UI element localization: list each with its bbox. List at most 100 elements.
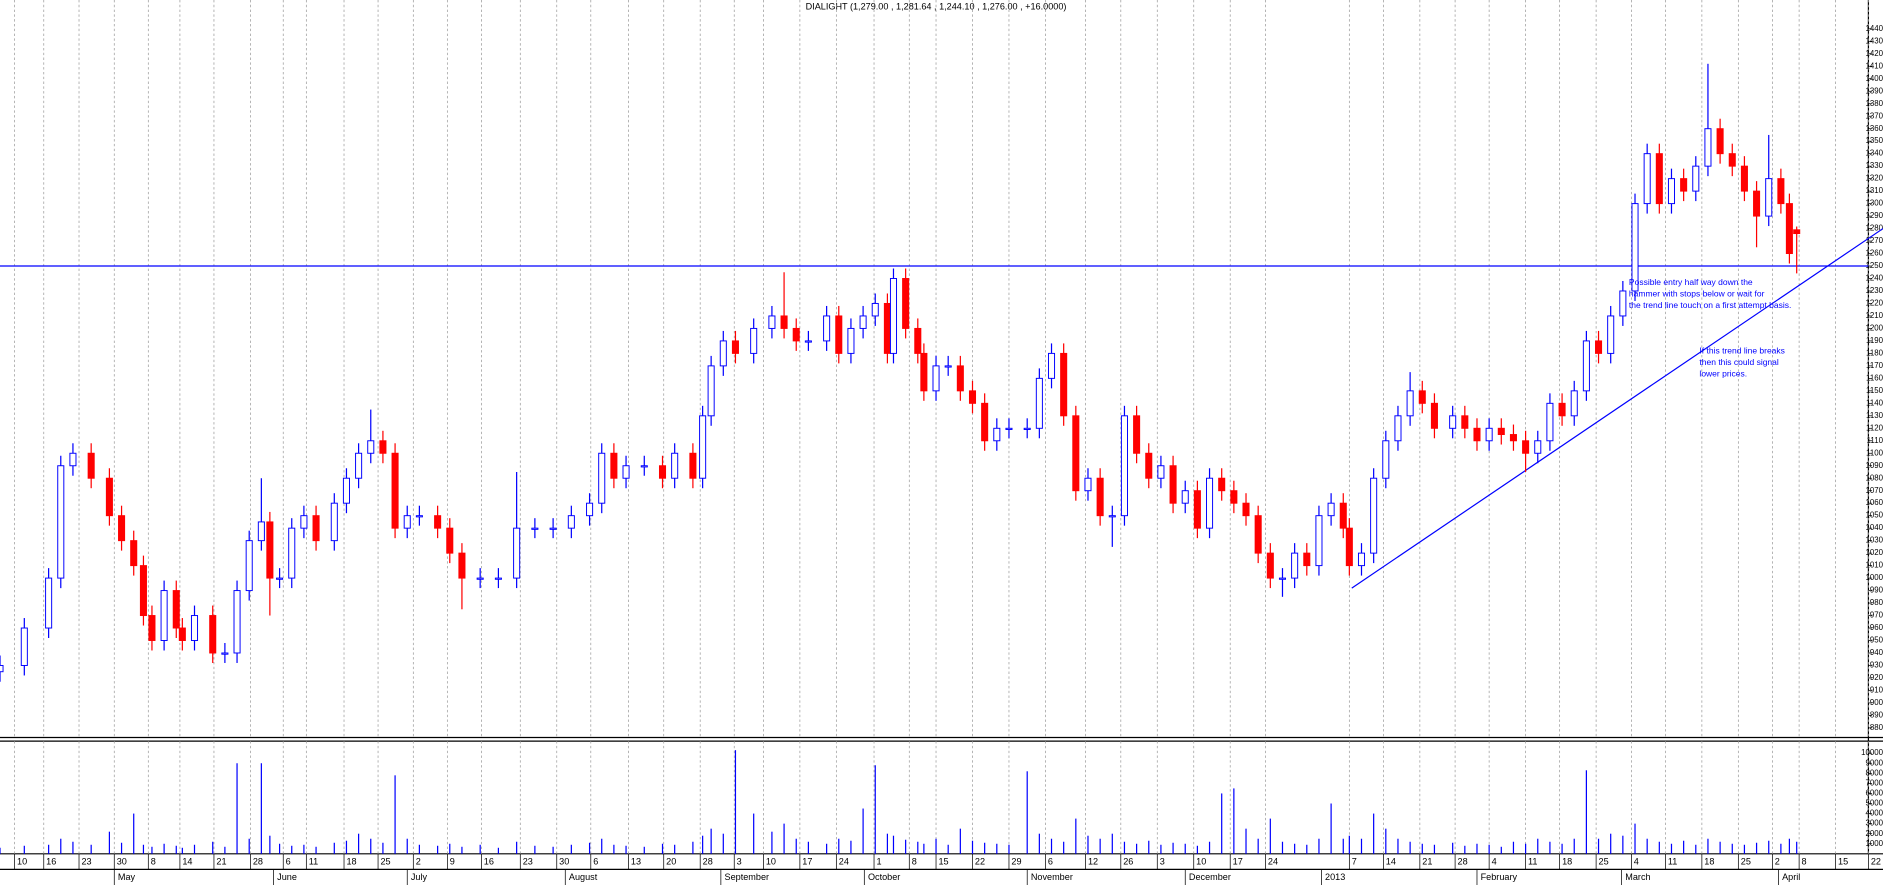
volume-tick-label: 9000 (1865, 758, 1883, 767)
x-tick-label: 4 (1634, 857, 1639, 867)
x-tick-label: 11 (1668, 857, 1677, 867)
y-tick-label: 1030 (1865, 536, 1883, 545)
candle-body (586, 502, 594, 517)
candle-body (458, 552, 466, 579)
y-tick-label: 1420 (1865, 49, 1883, 58)
y-tick-label: 1060 (1865, 498, 1883, 507)
candle-body (883, 302, 891, 354)
x-tick-label: 24 (1268, 857, 1278, 867)
month-label: August (569, 872, 598, 882)
volume-tick-label: 2000 (1865, 829, 1883, 838)
x-tick-label: 30 (559, 857, 569, 867)
candle-body (139, 565, 147, 617)
candle-body (1072, 415, 1080, 492)
candle-body (1631, 203, 1639, 292)
y-tick-label: 1390 (1865, 86, 1883, 95)
y-tick-label: 1080 (1865, 473, 1883, 482)
candle-body (567, 515, 575, 529)
candle-body (1777, 178, 1785, 205)
x-tick-label: 15 (938, 857, 948, 867)
candle-body (622, 465, 630, 479)
x-tick-label: 6 (593, 857, 598, 867)
y-tick-label: 1240 (1865, 274, 1883, 283)
candle-body (1047, 352, 1056, 379)
candle-body (233, 590, 241, 654)
volume-tick-label: 1000 (1865, 839, 1883, 848)
y-tick-label: 1310 (1865, 186, 1883, 195)
candle-body (312, 515, 320, 542)
y-tick-label: 1020 (1865, 548, 1883, 557)
candle-body (446, 527, 454, 554)
candle-body (598, 452, 606, 504)
x-tick-label: 14 (1386, 857, 1396, 867)
candle-body (513, 527, 521, 579)
candle-body (209, 615, 217, 654)
y-tick-label: 1050 (1865, 511, 1883, 520)
y-tick-label: 980 (1870, 598, 1883, 607)
candle-body (257, 521, 265, 542)
x-tick-label: 22 (1871, 857, 1881, 867)
candle-body (190, 615, 199, 641)
y-tick-label: 920 (1870, 673, 1883, 682)
candle-body (245, 540, 253, 592)
candle-body (172, 590, 180, 629)
x-tick-label: 2 (1775, 857, 1780, 867)
y-tick-label: 1340 (1865, 149, 1883, 158)
candle-body (531, 527, 539, 530)
candle-body (130, 540, 138, 567)
candle-body (993, 427, 1001, 442)
candle-body (69, 452, 77, 467)
candle-body (342, 477, 350, 504)
candle-body (956, 365, 964, 392)
candle-body (415, 515, 423, 518)
x-tick-label: 21 (1422, 857, 1432, 867)
y-tick-label: 1160 (1866, 373, 1883, 382)
candle-body (847, 327, 855, 354)
candle-body (391, 452, 399, 529)
candle-body (178, 627, 186, 641)
y-tick-label: 970 (1870, 611, 1883, 620)
annotation: If this trend line breaks (1699, 346, 1784, 356)
candle-body (902, 278, 910, 329)
y-tick-label: 1250 (1865, 261, 1883, 270)
candle-body (1461, 415, 1469, 429)
y-tick-label: 1100 (1866, 448, 1883, 457)
y-tick-label: 1120 (1866, 423, 1883, 432)
x-tick-label: 2 (416, 857, 421, 867)
candle-body (823, 315, 831, 342)
month-label: July (411, 872, 428, 882)
y-tick-label: 960 (1870, 623, 1883, 632)
candle-body (1534, 440, 1542, 454)
annotation: the trend line touch on a first attempt … (1629, 300, 1791, 310)
x-tick-label: 25 (1599, 857, 1609, 867)
candle-body (1716, 128, 1724, 155)
x-tick-label: 22 (975, 857, 985, 867)
y-tick-label: 890 (1870, 711, 1883, 720)
volume-tick-label: 10000 (1861, 748, 1883, 757)
candle-body (889, 278, 898, 354)
candle-body (1595, 340, 1603, 354)
candle-body (1546, 402, 1554, 442)
x-tick-label: 23 (523, 857, 533, 867)
month-label: October (868, 872, 900, 882)
candle-body (1345, 527, 1353, 567)
candle-body (1473, 427, 1481, 442)
candle-body (944, 365, 952, 368)
candle-body (707, 365, 715, 417)
y-tick-label: 1440 (1865, 24, 1883, 33)
candle-body (1418, 390, 1426, 404)
x-tick-label: 28 (1458, 857, 1468, 867)
candle-body (1315, 515, 1323, 567)
y-tick-label: 1200 (1865, 324, 1883, 333)
x-tick-label: 24 (839, 857, 849, 867)
candle-body (1522, 440, 1530, 454)
candle-body (379, 440, 387, 454)
y-tick-label: 990 (1870, 586, 1883, 595)
candle-body (1704, 128, 1712, 167)
x-tick-label: 3 (1160, 857, 1165, 867)
candle-body (1643, 153, 1651, 205)
candle-body (160, 590, 168, 641)
annotation: lower prices. (1699, 368, 1747, 378)
candle-body (1278, 577, 1287, 580)
